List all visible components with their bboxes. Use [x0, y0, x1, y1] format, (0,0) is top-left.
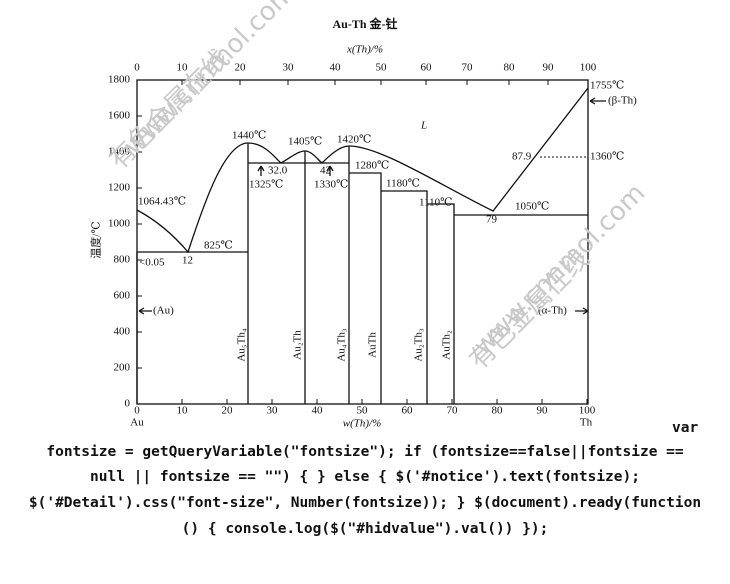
top-tick-label: 50	[376, 62, 388, 74]
annotation: 1110℃	[419, 197, 453, 209]
y-tick-label: 400	[114, 326, 131, 338]
annotation: 42	[320, 165, 331, 177]
annotation: 1050℃	[515, 201, 549, 213]
annotation: (α-Th)	[538, 305, 567, 317]
x-tick-label: 10	[177, 405, 189, 417]
code-text: null || fontsize == "") { } else { $('#n…	[90, 469, 640, 485]
top-tick-label: 0	[134, 62, 140, 74]
compound-label: Au₄Th₃	[336, 328, 348, 361]
y-tick-label: 1800	[108, 74, 131, 86]
top-tick-label: 40	[330, 62, 342, 74]
bottom-axis-label: w(Th)/%	[343, 418, 382, 430]
x-tick-label: 70	[447, 405, 459, 417]
annotation: 1280℃	[355, 160, 389, 172]
watermark: www.cnnmol.com	[468, 178, 651, 361]
top-tick-label: 60	[421, 62, 433, 74]
y-tick-label: 0	[125, 398, 131, 410]
y-tick-label: 600	[114, 290, 131, 302]
annotation: <0.05	[139, 257, 165, 269]
arrows	[138, 97, 606, 315]
annotation: 87.9	[512, 151, 532, 163]
top-axis-label: x(Th)/%	[346, 44, 383, 56]
y-tick-label: 800	[114, 254, 131, 266]
annotation: 1330℃	[314, 179, 348, 191]
x-tick-label: 20	[222, 405, 234, 417]
x-tick-label: 0	[134, 405, 140, 417]
annotation: (Au)	[153, 305, 174, 317]
y-tick-label: 1000	[108, 218, 131, 230]
annotation: 1405℃	[288, 136, 322, 148]
x-tick-label: 80	[492, 405, 504, 417]
annotation: 12	[182, 255, 193, 267]
y-tick-label: 200	[114, 362, 131, 374]
compound-label: Au₂Th	[292, 330, 304, 360]
annotation: 1755℃	[590, 80, 624, 92]
top-tick-label: 20	[235, 62, 247, 74]
x-tick-label: 50	[357, 405, 369, 417]
y-tick-label: 1600	[108, 110, 131, 122]
x-tick-label: 100	[579, 405, 596, 417]
annotation: 79	[486, 214, 498, 226]
compound-label: AuTh₂	[441, 330, 453, 360]
annotation: 1360℃	[590, 151, 624, 163]
top-tick-label: 100	[580, 62, 597, 74]
top-tick-label: 90	[543, 62, 555, 74]
annotation: 1180℃	[386, 178, 420, 190]
annotation: 1440℃	[232, 130, 266, 142]
annotation: 825℃	[204, 240, 233, 252]
annotation: 1064.43℃	[138, 196, 186, 208]
liquidus	[136, 87, 589, 254]
x-tick-label: 40	[312, 405, 324, 417]
x-tick-label: 30	[267, 405, 279, 417]
title: Au-Th 金-钍	[332, 16, 397, 31]
x-tick-label: 90	[537, 405, 549, 417]
annotation: 32.0	[268, 165, 288, 177]
code-text: $('#Detail').css("font-size", Number(fon…	[29, 495, 701, 511]
annotation: L	[420, 120, 427, 132]
annotation: (β-Th)	[608, 95, 637, 107]
compound-label: AuTh	[367, 332, 379, 358]
top-tick-label: 80	[504, 62, 516, 74]
annotation: 1420℃	[337, 134, 371, 146]
top-tick-label: 10	[177, 62, 189, 74]
compound-label: Au₅Th₄	[236, 328, 248, 361]
y-tick-label: 1400	[108, 146, 131, 158]
x-tick-label: 60	[402, 405, 414, 417]
annotation: 1325℃	[249, 179, 283, 191]
top-tick-label: 30	[283, 62, 295, 74]
code-text: () { console.log($("#hidvalue").val()) }…	[182, 521, 549, 537]
compound-label: Au₂Th₃	[413, 328, 425, 361]
y-axis-label: 温度/℃	[89, 221, 103, 258]
end-label: Au	[130, 417, 144, 429]
y-tick-label: 1200	[108, 182, 131, 194]
end-label: Th	[580, 417, 593, 429]
code-text: fontsize = getQueryVariable("fontsize");…	[46, 444, 684, 460]
phase-boundaries	[136, 143, 588, 404]
top-tick-label: 70	[462, 62, 474, 74]
code-text: var	[672, 420, 698, 436]
